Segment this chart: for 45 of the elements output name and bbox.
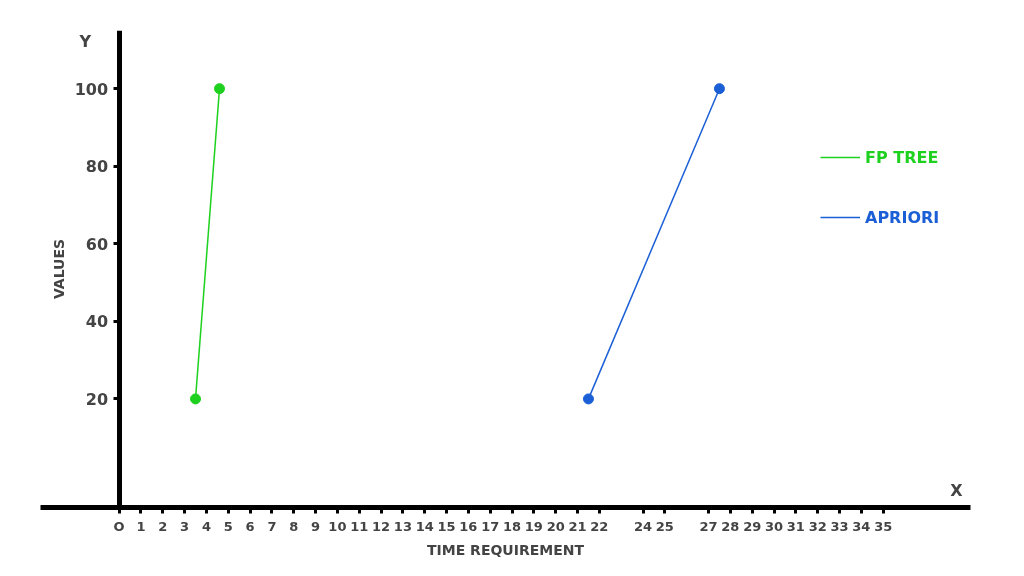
y-tick-label: 80: [85, 157, 109, 177]
x-tick-label: 11: [350, 518, 369, 534]
y-tick-label: 60: [85, 234, 109, 254]
x-tick-label: 25: [655, 518, 674, 534]
x-tick-label: 17: [481, 518, 500, 534]
legend-label: FP TREE: [865, 147, 939, 167]
x-tick-label: 13: [393, 518, 412, 534]
x-tick-label: 33: [830, 518, 849, 534]
x-tick-label: 32: [808, 518, 827, 534]
y-tick-label: 40: [85, 312, 109, 332]
x-tick-label: 15: [437, 518, 456, 534]
x-tick-label: 21: [568, 518, 587, 534]
x-tick-label: 10: [328, 518, 347, 534]
x-tick-label: 31: [786, 518, 805, 534]
x-tick-label: 16: [459, 518, 478, 534]
legend-label: APRIORI: [865, 207, 940, 227]
x-tick-label: 29: [743, 518, 762, 534]
x-tick-label: 1: [136, 518, 146, 534]
y-tick-label: 100: [74, 79, 109, 99]
annotation: Y: [78, 31, 92, 51]
x-tick-label: 18: [503, 518, 522, 534]
x-tick-label: 9: [311, 518, 321, 534]
x-tick-label: 4: [201, 518, 211, 534]
x-tick-label: 20: [546, 518, 565, 534]
x-tick-label: 19: [524, 518, 543, 534]
x-tick-label: 14: [415, 518, 434, 534]
x-tick-label: 30: [764, 518, 784, 534]
x-tick-label: 3: [180, 518, 190, 534]
y-axis-title: VALUES: [51, 238, 68, 300]
x-tick-label: 2: [158, 518, 168, 534]
x-tick-label: 34: [852, 518, 871, 534]
x-tick-label: 28: [721, 518, 740, 534]
x-tick-label: 7: [267, 518, 277, 534]
annotation: X: [950, 480, 964, 500]
x-tick-label: 24: [633, 518, 653, 534]
x-tick-label: 6: [245, 518, 255, 534]
y-tick-label: 20: [85, 389, 109, 409]
x-tick-label: 35: [874, 518, 893, 534]
x-tick-label: 27: [699, 518, 718, 534]
x-tick-label: O: [113, 518, 125, 534]
x-tick-label: 12: [372, 518, 391, 534]
x-tick-label: 22: [590, 518, 609, 534]
x-tick-label: 8: [289, 518, 299, 534]
x-tick-label: 5: [223, 518, 233, 534]
x-axis-title: TIME REQUIREMENT: [426, 541, 585, 558]
